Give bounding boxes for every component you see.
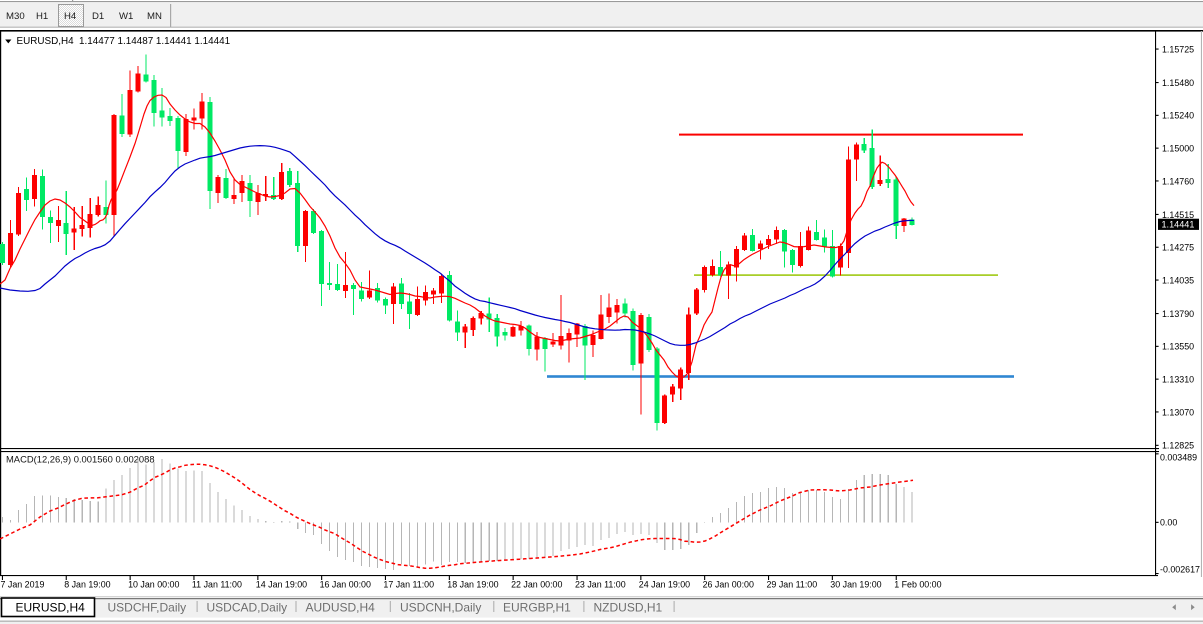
svg-text:EURUSD,H4 1.14477 1.14487 1.1: EURUSD,H4 1.14477 1.14487 1.14441 1.1444…: [17, 36, 231, 47]
svg-text:1.15240: 1.15240: [1162, 111, 1194, 121]
svg-text:30 Jan 19:00: 30 Jan 19:00: [830, 579, 881, 589]
svg-text:1.14760: 1.14760: [1162, 176, 1194, 186]
svg-text:8 Jan 19:00: 8 Jan 19:00: [64, 579, 110, 589]
svg-text:23 Jan 11:00: 23 Jan 11:00: [575, 579, 626, 589]
svg-text:1.15725: 1.15725: [1162, 44, 1194, 54]
svg-text:22 Jan 00:00: 22 Jan 00:00: [511, 579, 562, 589]
svg-text:W1: W1: [119, 11, 133, 22]
svg-text:29 Jan 11:00: 29 Jan 11:00: [767, 579, 818, 589]
svg-text:18 Jan 19:00: 18 Jan 19:00: [447, 579, 498, 589]
svg-text:1.15000: 1.15000: [1162, 144, 1194, 154]
svg-text:USDCNH,Daily: USDCNH,Daily: [400, 601, 481, 615]
svg-text:17 Jan 11:00: 17 Jan 11:00: [383, 579, 434, 589]
svg-text:16 Jan 00:00: 16 Jan 00:00: [320, 579, 371, 589]
svg-text:10 Jan 00:00: 10 Jan 00:00: [128, 579, 179, 589]
svg-text:MN: MN: [147, 11, 162, 22]
svg-text:1.15480: 1.15480: [1162, 78, 1194, 88]
svg-text:M30: M30: [6, 11, 25, 22]
svg-text:H4: H4: [64, 11, 77, 22]
svg-text:NZDUSD,H1: NZDUSD,H1: [594, 601, 663, 615]
svg-text:D1: D1: [92, 11, 104, 22]
svg-text:1.13310: 1.13310: [1162, 375, 1194, 385]
svg-text:AUDUSD,H4: AUDUSD,H4: [306, 601, 376, 615]
svg-text:1 Feb 00:00: 1 Feb 00:00: [894, 579, 941, 589]
svg-text:EURUSD,H4: EURUSD,H4: [16, 601, 86, 615]
svg-text:MACD(12,26,9) 0.001560 0.00208: MACD(12,26,9) 0.001560 0.002088: [6, 454, 155, 465]
svg-text:14 Jan 19:00: 14 Jan 19:00: [256, 579, 307, 589]
svg-text:1.14035: 1.14035: [1162, 275, 1194, 285]
svg-text:7 Jan 2019: 7 Jan 2019: [1, 579, 45, 589]
svg-text:1.13790: 1.13790: [1162, 309, 1194, 319]
svg-text:24 Jan 19:00: 24 Jan 19:00: [639, 579, 690, 589]
svg-text:-0.002617: -0.002617: [1160, 565, 1200, 575]
svg-text:1.14275: 1.14275: [1162, 243, 1194, 253]
svg-text:1.13070: 1.13070: [1162, 407, 1194, 417]
svg-text:USDCAD,Daily: USDCAD,Daily: [207, 601, 288, 615]
svg-text:11 Jan 11:00: 11 Jan 11:00: [192, 579, 242, 589]
svg-text:1.12825: 1.12825: [1162, 441, 1194, 451]
svg-text:USDCHF,Daily: USDCHF,Daily: [108, 601, 187, 615]
svg-text:1.14515: 1.14515: [1162, 210, 1194, 220]
svg-text:0.003489: 0.003489: [1160, 453, 1197, 463]
svg-text:1.13550: 1.13550: [1162, 342, 1194, 352]
svg-text:EURGBP,H1: EURGBP,H1: [503, 601, 571, 615]
svg-text:0.00: 0.00: [1160, 518, 1177, 528]
svg-text:26 Jan 00:00: 26 Jan 00:00: [703, 579, 754, 589]
svg-text:1.14441: 1.14441: [1162, 219, 1195, 229]
svg-text:H1: H1: [36, 11, 48, 22]
